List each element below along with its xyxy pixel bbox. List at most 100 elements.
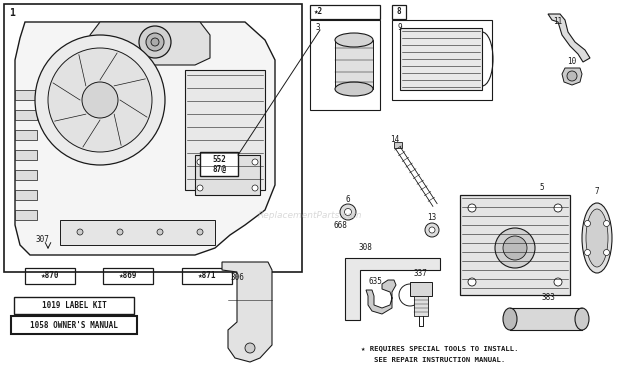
- Text: 552: 552: [212, 156, 226, 164]
- Text: 337: 337: [413, 270, 427, 278]
- Bar: [103, 268, 153, 284]
- Text: 6: 6: [346, 196, 350, 204]
- Circle shape: [48, 48, 152, 152]
- Bar: [392, 20, 492, 100]
- Text: ★2: ★2: [314, 7, 323, 17]
- Bar: [310, 5, 380, 19]
- Bar: [410, 282, 432, 296]
- Text: 3: 3: [315, 22, 320, 32]
- Polygon shape: [222, 262, 272, 362]
- Polygon shape: [345, 258, 440, 320]
- Text: 308: 308: [358, 243, 372, 253]
- Bar: [25, 268, 75, 284]
- Circle shape: [468, 278, 476, 286]
- Text: ★870: ★870: [41, 271, 60, 281]
- Circle shape: [117, 229, 123, 235]
- Polygon shape: [562, 68, 582, 85]
- Circle shape: [245, 343, 255, 353]
- Bar: [394, 142, 402, 148]
- Text: 87@: 87@: [212, 164, 226, 174]
- Circle shape: [197, 185, 203, 191]
- Bar: [414, 296, 428, 316]
- Circle shape: [603, 221, 609, 226]
- Circle shape: [554, 204, 562, 212]
- Circle shape: [399, 284, 421, 306]
- Polygon shape: [90, 22, 210, 65]
- Circle shape: [495, 228, 535, 268]
- Circle shape: [77, 229, 83, 235]
- Polygon shape: [15, 22, 275, 255]
- Bar: [15, 90, 37, 100]
- Circle shape: [503, 236, 527, 260]
- Circle shape: [82, 82, 118, 118]
- Circle shape: [197, 229, 203, 235]
- Text: 11: 11: [554, 17, 562, 27]
- Bar: [400, 28, 482, 90]
- Text: ★ REQUIRES SPECIAL TOOLS TO INSTALL.: ★ REQUIRES SPECIAL TOOLS TO INSTALL.: [361, 345, 519, 351]
- Bar: [15, 150, 37, 160]
- Bar: [460, 195, 570, 295]
- Text: 668: 668: [333, 221, 347, 231]
- Bar: [392, 5, 406, 19]
- Circle shape: [554, 278, 562, 286]
- Circle shape: [585, 221, 590, 226]
- Text: 383: 383: [541, 293, 555, 303]
- Bar: [185, 70, 265, 190]
- Bar: [200, 152, 238, 176]
- Circle shape: [197, 159, 203, 165]
- Bar: [195, 155, 260, 195]
- Bar: [15, 210, 37, 220]
- Circle shape: [585, 249, 590, 256]
- Text: 1: 1: [9, 8, 15, 18]
- Text: 307: 307: [35, 236, 49, 244]
- Circle shape: [146, 33, 164, 51]
- Text: 1019 LABEL KIT: 1019 LABEL KIT: [42, 301, 107, 310]
- Ellipse shape: [335, 33, 373, 47]
- Bar: [4, 4, 302, 272]
- Text: ★871: ★871: [198, 271, 216, 281]
- Text: SEE REPAIR INSTRUCTION MANUAL.: SEE REPAIR INSTRUCTION MANUAL.: [374, 357, 506, 363]
- Circle shape: [252, 159, 258, 165]
- Circle shape: [603, 249, 609, 256]
- Bar: [11, 316, 137, 334]
- Bar: [15, 130, 37, 140]
- Text: 1058 OWNER'S MANUAL: 1058 OWNER'S MANUAL: [30, 320, 118, 330]
- Text: 5: 5: [539, 184, 544, 192]
- Circle shape: [151, 38, 159, 46]
- Bar: [60, 220, 215, 245]
- Circle shape: [35, 35, 165, 165]
- Bar: [14, 297, 134, 314]
- Polygon shape: [366, 280, 396, 314]
- Circle shape: [139, 26, 171, 58]
- Text: 7: 7: [595, 187, 600, 196]
- Bar: [335, 40, 373, 89]
- Text: 635: 635: [368, 278, 382, 286]
- Bar: [15, 110, 37, 120]
- Bar: [182, 268, 232, 284]
- Text: ReplacementParts.com: ReplacementParts.com: [258, 211, 362, 219]
- Circle shape: [345, 209, 352, 216]
- Bar: [510, 308, 582, 330]
- Circle shape: [429, 227, 435, 233]
- Text: 13: 13: [427, 214, 436, 223]
- Ellipse shape: [335, 82, 373, 96]
- Ellipse shape: [582, 203, 612, 273]
- Ellipse shape: [575, 308, 589, 330]
- Circle shape: [252, 185, 258, 191]
- Bar: [310, 20, 380, 110]
- Circle shape: [468, 204, 476, 212]
- Ellipse shape: [503, 308, 517, 330]
- Text: 8: 8: [397, 7, 401, 17]
- Text: 14: 14: [391, 136, 400, 144]
- Text: 9: 9: [397, 22, 402, 32]
- Bar: [15, 190, 37, 200]
- Text: ★869: ★869: [119, 271, 137, 281]
- Circle shape: [567, 71, 577, 81]
- Text: 306: 306: [230, 273, 244, 283]
- Bar: [15, 170, 37, 180]
- Ellipse shape: [586, 209, 608, 267]
- Circle shape: [340, 204, 356, 220]
- Text: 10: 10: [567, 57, 577, 67]
- Circle shape: [425, 223, 439, 237]
- Circle shape: [157, 229, 163, 235]
